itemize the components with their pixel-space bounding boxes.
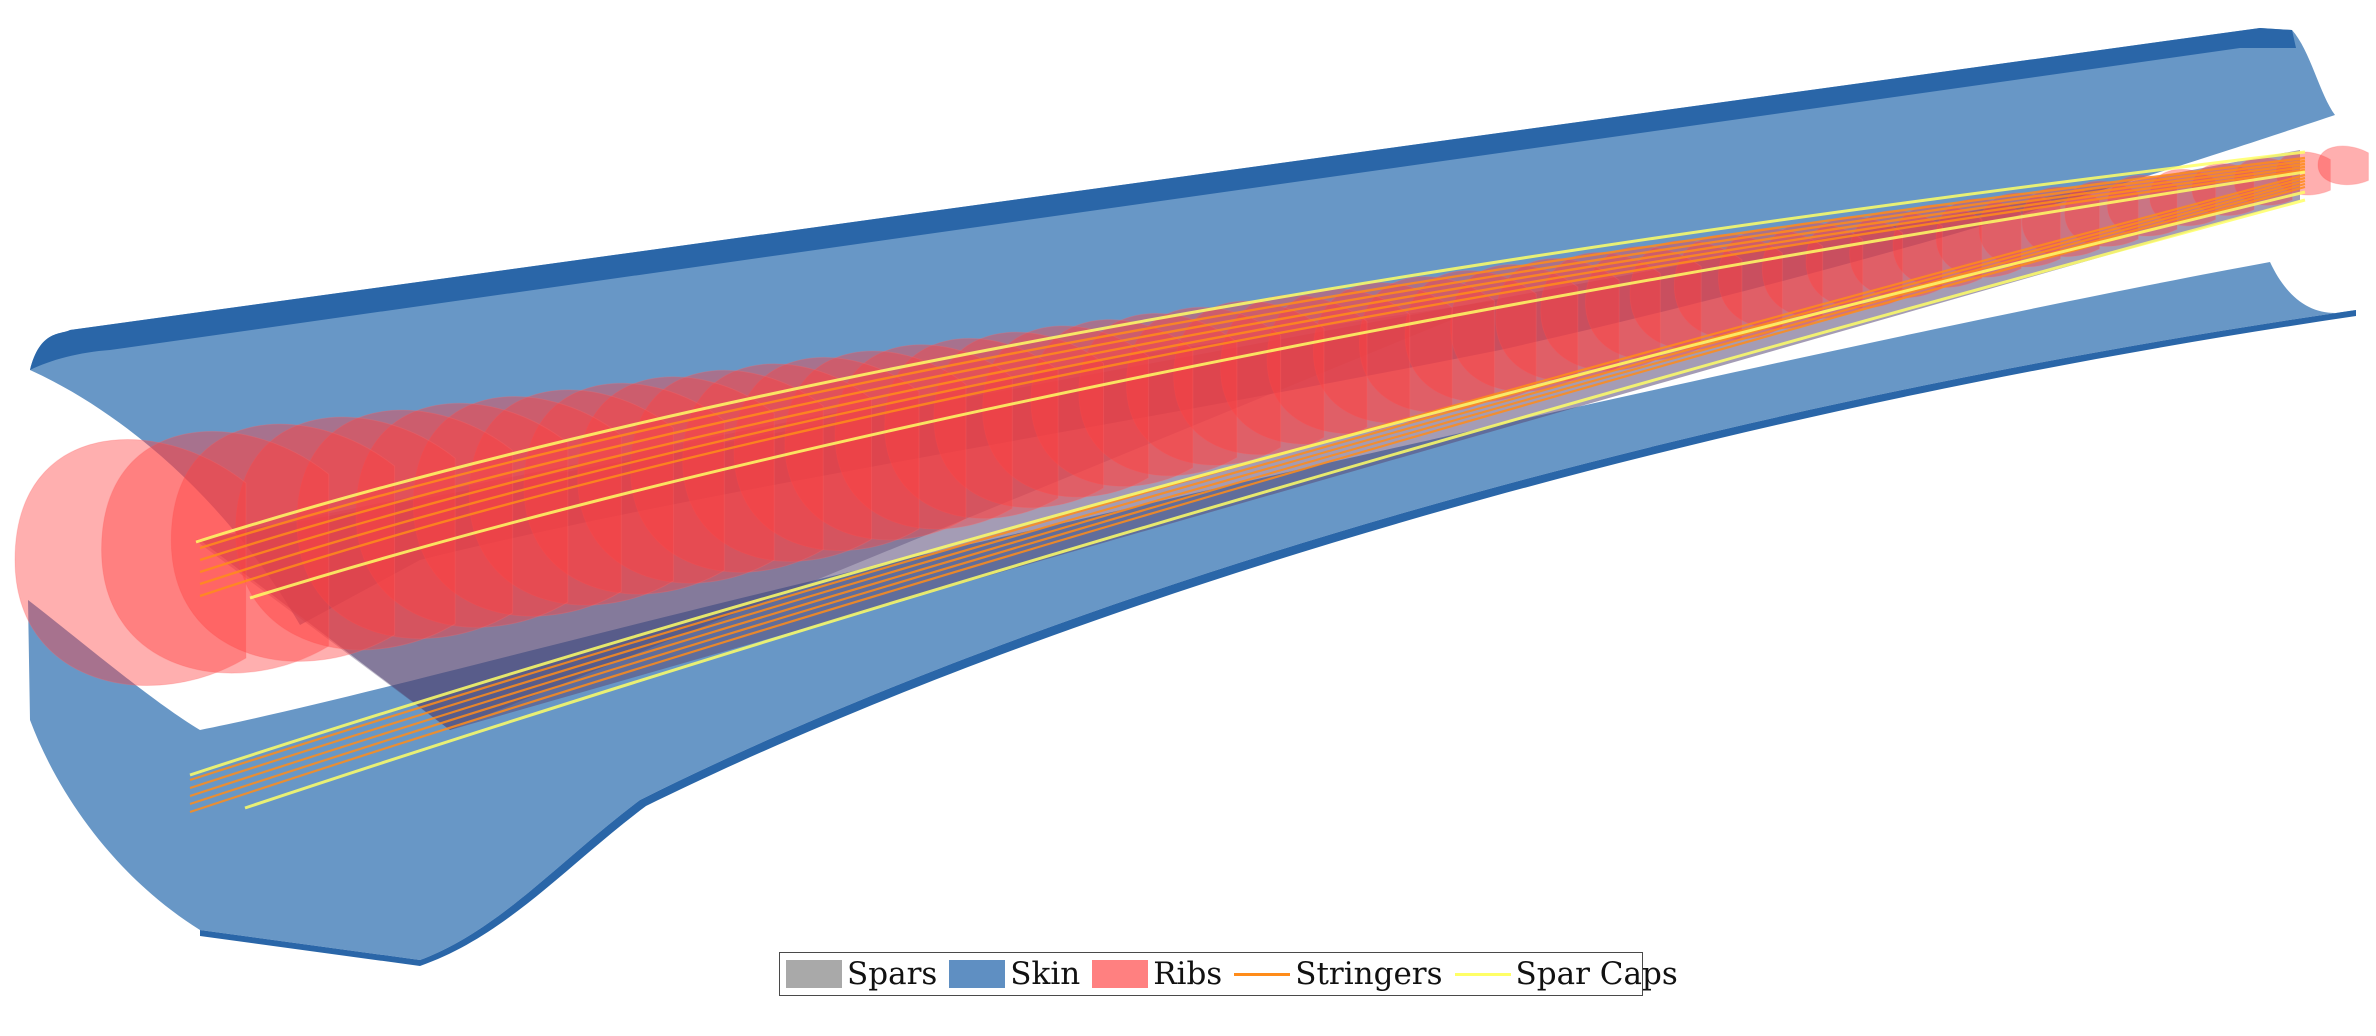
rib-section bbox=[982, 325, 1149, 498]
legend-entry-spar-caps: Spar Caps bbox=[1454, 956, 1678, 992]
legend-entry-ribs: Ribs bbox=[1092, 956, 1222, 992]
rib-section bbox=[14, 439, 247, 686]
ribs-swatch bbox=[1092, 960, 1149, 988]
stringer-lower bbox=[189, 173, 2306, 782]
legend-entry-stringers: Stringers bbox=[1234, 956, 1443, 992]
upper-skin-edge bbox=[30, 28, 2296, 370]
stringer-lower bbox=[189, 179, 2306, 798]
rib-section bbox=[1220, 294, 1368, 445]
rib-section bbox=[1312, 282, 1453, 424]
spar-cap-lower-front bbox=[189, 190, 2306, 777]
rib-section bbox=[101, 431, 330, 674]
rib-section bbox=[884, 337, 1059, 519]
spars-label: Spars bbox=[847, 956, 938, 992]
stringers-label: Stringers bbox=[1295, 956, 1443, 992]
stringer-upper bbox=[199, 156, 2306, 550]
rib-section bbox=[682, 363, 872, 562]
spar-caps-label: Spar Caps bbox=[1515, 956, 1678, 992]
stringer-lower bbox=[189, 176, 2306, 790]
rib-section bbox=[170, 423, 396, 662]
spars-swatch bbox=[786, 960, 842, 988]
stringer-upper bbox=[199, 159, 2306, 562]
front-spar-web bbox=[200, 150, 2300, 730]
rear-spar-web bbox=[195, 300, 1500, 730]
skin-swatch bbox=[949, 960, 1006, 988]
stringer-upper bbox=[199, 165, 2306, 586]
lower-skin bbox=[28, 262, 2356, 960]
skin-label: Skin bbox=[1010, 956, 1081, 992]
rib-section bbox=[2317, 145, 2369, 186]
rib-section bbox=[412, 396, 622, 617]
stringer-upper bbox=[199, 162, 2306, 574]
stringer-lower bbox=[189, 182, 2306, 806]
rib-section bbox=[355, 402, 569, 628]
spar-cap-lower-rear bbox=[244, 198, 2306, 810]
spar-caps-swatch bbox=[1454, 960, 1511, 988]
rib-section bbox=[235, 416, 456, 651]
stringer-lower bbox=[189, 185, 2306, 814]
legend: Spars Skin Ribs Stringers Spar Caps bbox=[779, 952, 1678, 996]
spar-caps-group bbox=[189, 150, 2306, 810]
rib-section bbox=[1358, 276, 1495, 413]
stringer-upper bbox=[199, 168, 2306, 598]
legend-entry-spars: Spars bbox=[786, 956, 937, 992]
stringers-swatch bbox=[1234, 960, 1291, 988]
legend-entry-skin: Skin bbox=[949, 956, 1080, 992]
stringers-group bbox=[189, 156, 2306, 814]
spar-cap-upper-rear bbox=[249, 170, 2306, 600]
spar-cap-upper-front bbox=[195, 150, 2306, 544]
ribs-label: Ribs bbox=[1153, 956, 1223, 992]
rib-section bbox=[630, 369, 824, 573]
